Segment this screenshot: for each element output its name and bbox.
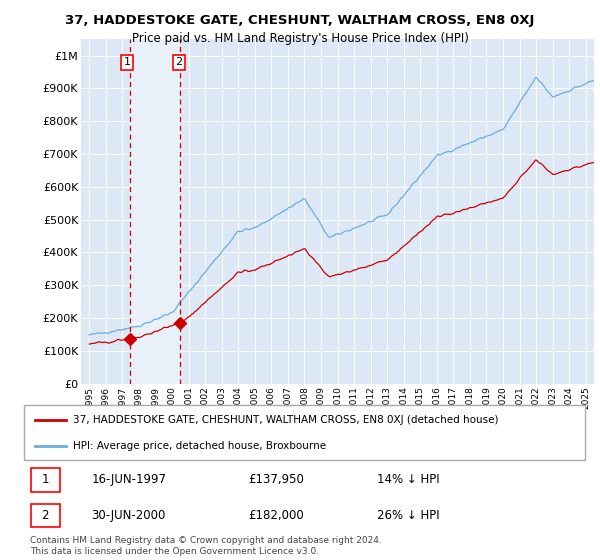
Text: 16-JUN-1997: 16-JUN-1997 [91,473,166,486]
Text: 1: 1 [124,58,130,67]
Bar [31,504,60,528]
Text: 1: 1 [41,473,49,486]
Text: £182,000: £182,000 [248,509,304,522]
Text: 30-JUN-2000: 30-JUN-2000 [91,509,166,522]
Text: Price paid vs. HM Land Registry's House Price Index (HPI): Price paid vs. HM Land Registry's House … [131,32,469,45]
Text: HPI: Average price, detached house, Broxbourne: HPI: Average price, detached house, Brox… [73,441,326,450]
Text: 14% ↓ HPI: 14% ↓ HPI [377,473,440,486]
Bar [130,39,180,384]
Text: 37, HADDESTOKE GATE, CHESHUNT, WALTHAM CROSS, EN8 0XJ: 37, HADDESTOKE GATE, CHESHUNT, WALTHAM C… [65,14,535,27]
Text: 26% ↓ HPI: 26% ↓ HPI [377,509,440,522]
Bar [31,468,60,492]
Text: 2: 2 [41,509,49,522]
Text: £137,950: £137,950 [248,473,304,486]
Text: 2: 2 [175,58,182,67]
Text: Contains HM Land Registry data © Crown copyright and database right 2024.
This d: Contains HM Land Registry data © Crown c… [30,536,382,556]
Text: 37, HADDESTOKE GATE, CHESHUNT, WALTHAM CROSS, EN8 0XJ (detached house): 37, HADDESTOKE GATE, CHESHUNT, WALTHAM C… [73,416,499,425]
